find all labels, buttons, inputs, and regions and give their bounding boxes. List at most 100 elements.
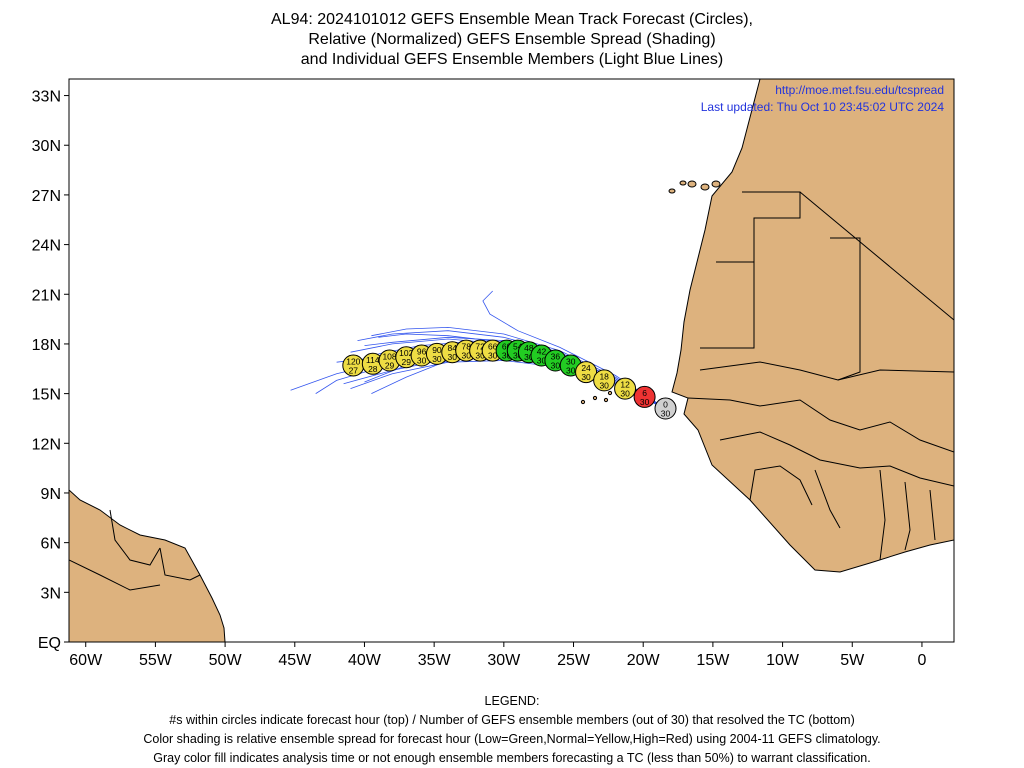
chart-title-line-1: AL94: 2024101012 GEFS Ensemble Mean Trac…	[271, 11, 753, 28]
member-count-label: 30	[640, 397, 650, 407]
plot-frame	[68, 78, 955, 643]
member-count-label: 30	[581, 372, 591, 382]
lat-tick-label: 30N	[32, 138, 61, 155]
legend-line-3: Gray color fill indicates analysis time …	[153, 751, 871, 765]
source-url-link[interactable]: http://moe.met.fsu.edu/tcspread	[775, 83, 944, 97]
forecast-hour-label: 120	[346, 356, 360, 366]
lat-tick-label: 24N	[32, 238, 61, 255]
chart-title-line-2: Relative (Normalized) GEFS Ensemble Spre…	[308, 31, 716, 48]
track-circle-marker	[654, 397, 677, 420]
lat-tick-label: 21N	[32, 287, 61, 304]
lon-tick-label: 15W	[696, 652, 730, 669]
forecast-hour-label: 78	[461, 342, 471, 352]
track-circle-marker	[614, 377, 637, 400]
forecast-hour-label: 66	[488, 342, 498, 352]
lon-tick-label: 5W	[840, 652, 865, 669]
lon-tick-label: 25W	[557, 652, 591, 669]
lon-tick-label: 20W	[627, 652, 661, 669]
forecast-hour-label: 0	[663, 400, 668, 410]
ensemble-mean-circles: 1202711428108291022996309030843078307230…	[342, 339, 677, 420]
member-count-label: 30	[551, 361, 561, 371]
member-count-label: 30	[599, 380, 609, 390]
member-track-line	[482, 290, 666, 409]
lat-tick-label: EQ	[38, 635, 61, 652]
member-count-label: 30	[432, 354, 442, 364]
lat-tick-label: 18N	[32, 337, 61, 354]
land-layer	[69, 79, 954, 642]
last-updated-text: Last updated: Thu Oct 10 23:45:02 UTC 20…	[701, 100, 945, 114]
legend-header: LEGEND:	[484, 694, 540, 708]
lon-tick-label: 45W	[278, 652, 312, 669]
member-track-line	[357, 330, 666, 409]
member-count-label: 27	[349, 365, 359, 375]
lat-tick-label: 9N	[41, 486, 61, 503]
forecast-hour-label: 84	[448, 343, 458, 353]
lat-tick-label: 33N	[32, 89, 61, 106]
forecast-hour-label: 36	[551, 352, 561, 362]
lat-tick-label: 12N	[32, 436, 61, 453]
forecast-hour-label: 6	[642, 388, 647, 398]
chart-title-line-3: and Individual GEFS Ensemble Members (Li…	[300, 51, 724, 68]
forecast-hour-label: 48	[524, 343, 534, 353]
forecast-hour-label: 24	[581, 363, 591, 373]
country-borders	[687, 191, 954, 561]
forecast-hour-label: 42	[537, 347, 547, 357]
lat-tick-label: 27N	[32, 188, 61, 205]
forecast-hour-label: 60	[502, 342, 512, 352]
forecast-hour-label: 18	[599, 371, 609, 381]
member-count-label: 30	[417, 356, 427, 366]
track-circle-marker	[633, 385, 656, 408]
member-count-label: 30	[448, 352, 458, 362]
lat-tick-label: 6N	[41, 536, 61, 553]
track-circle: 630	[633, 385, 656, 408]
lat-tick-label: 15N	[32, 387, 61, 404]
forecast-hour-label: 114	[366, 355, 380, 365]
latitude-axis: 33N 30N 27N 24N 21N 18N 15N 12N 9N 6N 3N EQ	[32, 89, 69, 652]
forecast-hour-label: 30	[566, 356, 576, 366]
cape-verde-islands	[580, 390, 613, 405]
legend-line-1: #s within circles indicate forecast hour…	[169, 713, 855, 727]
forecast-hour-label: 96	[417, 347, 427, 357]
lon-tick-label: 30W	[487, 652, 521, 669]
south-america-borders	[69, 509, 201, 591]
member-count-label: 30	[488, 351, 498, 361]
lon-tick-label: 40W	[348, 652, 382, 669]
forecast-hour-label: 12	[620, 380, 630, 390]
longitude-axis: 60W 55W 50W 45W 40W 35W 30W 25W 20W 15W 10W 5W 0	[69, 642, 926, 669]
member-count-label: 30	[461, 351, 471, 361]
lat-tick-label: 3N	[41, 585, 61, 602]
member-count-label: 30	[475, 351, 485, 361]
member-count-label: 30	[661, 409, 671, 419]
lon-tick-label: 60W	[69, 652, 103, 669]
lon-tick-label: 10W	[766, 652, 800, 669]
member-count-label: 29	[402, 357, 412, 367]
forecast-hour-label: 102	[399, 348, 413, 358]
track-circle-marker	[575, 361, 598, 384]
lon-tick-label: 55W	[139, 652, 173, 669]
lon-tick-label: 50W	[209, 652, 243, 669]
member-count-label: 30	[537, 356, 547, 366]
member-count-label: 30	[513, 351, 523, 361]
member-count-label: 28	[368, 364, 378, 374]
lon-tick-label: 0	[917, 652, 926, 669]
member-count-label: 30	[620, 389, 630, 399]
member-count-label: 29	[385, 361, 395, 371]
member-count-label: 30	[524, 352, 534, 362]
lon-tick-label: 35W	[418, 652, 452, 669]
track-circle: 030	[654, 397, 677, 420]
forecast-hour-label: 54	[513, 342, 523, 352]
forecast-hour-label: 72	[475, 342, 485, 352]
south-america-landmass	[69, 489, 226, 642]
member-count-label: 30	[502, 351, 512, 361]
canary-islands	[668, 180, 721, 194]
member-track-line	[371, 326, 666, 409]
member-count-label: 30	[566, 365, 576, 375]
forecast-hour-label: 90	[432, 345, 442, 355]
track-circle-marker	[593, 369, 616, 392]
